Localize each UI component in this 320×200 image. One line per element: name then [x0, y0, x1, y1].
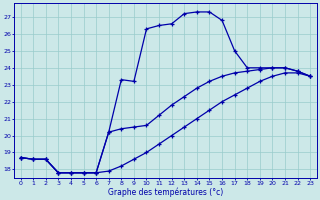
X-axis label: Graphe des températures (°c): Graphe des températures (°c) [108, 187, 223, 197]
